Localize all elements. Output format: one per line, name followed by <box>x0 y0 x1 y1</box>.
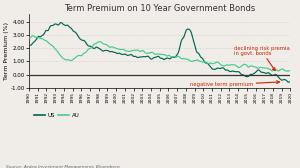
Legend: US, AU: US, AU <box>32 111 81 120</box>
Text: declining risk premia
in govt. bonds: declining risk premia in govt. bonds <box>234 46 290 71</box>
Title: Term Premium on 10 Year Government Bonds: Term Premium on 10 Year Government Bonds <box>64 4 255 13</box>
Y-axis label: Term Premium (%): Term Premium (%) <box>4 22 9 80</box>
Text: Source: Ardea Investment Management, Bloomberg: Source: Ardea Investment Management, Blo… <box>6 165 120 168</box>
Text: negative term premium: negative term premium <box>190 81 280 87</box>
